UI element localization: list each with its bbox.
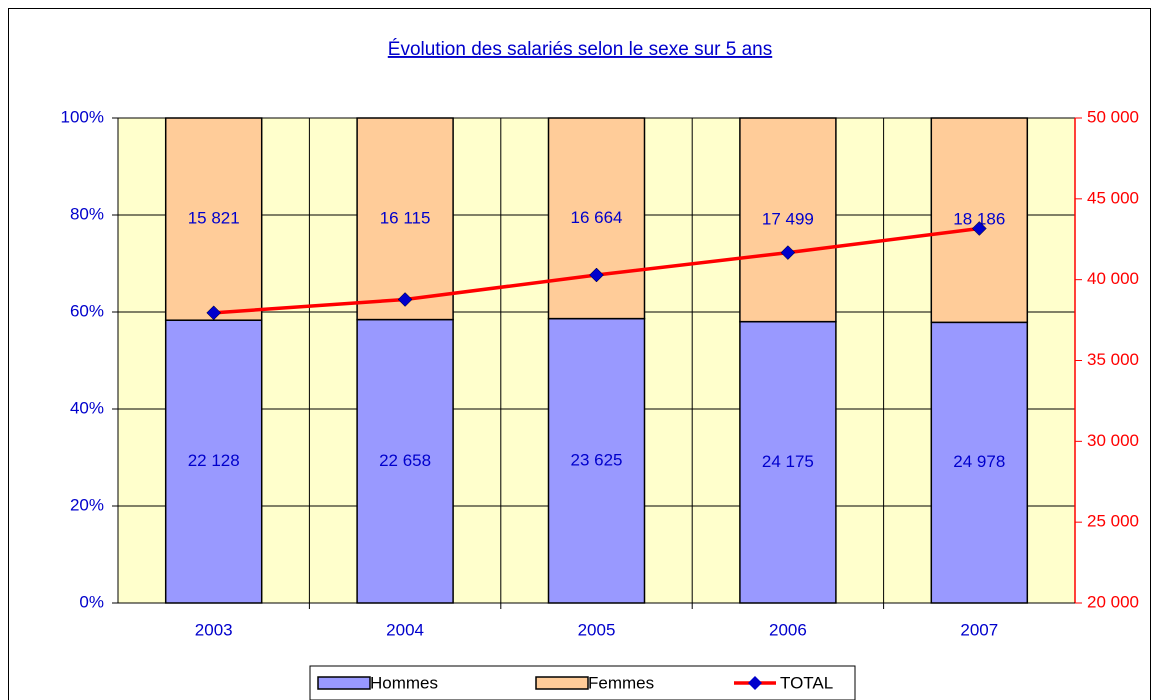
y-tick-label: 100% [61, 107, 104, 126]
x-tick-label: 2006 [769, 620, 807, 639]
y-tick-label: 0% [79, 592, 104, 611]
legend-swatch [317, 676, 371, 690]
data-label: 24 175 [762, 452, 814, 471]
y2-tick-label: 50 000 [1087, 107, 1139, 126]
data-label: 17 499 [762, 209, 814, 228]
data-label: 16 115 [380, 208, 431, 227]
legend-label: TOTAL [780, 673, 833, 692]
data-label: 22 128 [188, 451, 240, 470]
data-label: 24 978 [953, 452, 1005, 471]
data-label: 18 186 [953, 210, 1005, 229]
y-tick-label: 40% [70, 398, 104, 417]
y2-tick-label: 45 000 [1087, 188, 1139, 207]
y-tick-label: 20% [70, 495, 104, 514]
x-tick-label: 2005 [578, 620, 616, 639]
bar [930, 117, 1029, 324]
y2-tick-label: 20 000 [1087, 592, 1139, 611]
x-tick-label: 2004 [386, 620, 424, 639]
legend-swatch [535, 676, 589, 690]
bar [930, 321, 1029, 604]
data-label: 16 664 [571, 208, 623, 227]
y2-tick-label: 40 000 [1087, 269, 1139, 288]
y-tick-label: 80% [70, 204, 104, 223]
x-tick-label: 2003 [195, 620, 233, 639]
y2-tick-label: 25 000 [1087, 512, 1139, 531]
data-label: 23 625 [571, 450, 623, 469]
bar [547, 317, 646, 604]
y2-tick-label: 35 000 [1087, 350, 1139, 369]
data-label: 15 821 [188, 209, 240, 228]
bar [356, 117, 454, 321]
chart-title: Évolution des salariés selon le sexe sur… [388, 39, 772, 60]
y-tick-label: 60% [70, 301, 104, 320]
data-label: 22 658 [379, 451, 431, 470]
legend-label: Hommes [370, 673, 438, 692]
bar [164, 117, 263, 321]
marker [397, 292, 413, 307]
y2-tick-label: 30 000 [1087, 431, 1139, 450]
x-tick-label: 2007 [960, 620, 998, 639]
marker [971, 221, 987, 236]
bar [547, 117, 646, 320]
legend-label: Femmes [588, 673, 654, 692]
legend-marker [748, 676, 762, 690]
marker [206, 305, 222, 321]
bar [739, 117, 837, 323]
bar [739, 320, 837, 604]
marker [780, 245, 796, 260]
marker [589, 267, 604, 283]
